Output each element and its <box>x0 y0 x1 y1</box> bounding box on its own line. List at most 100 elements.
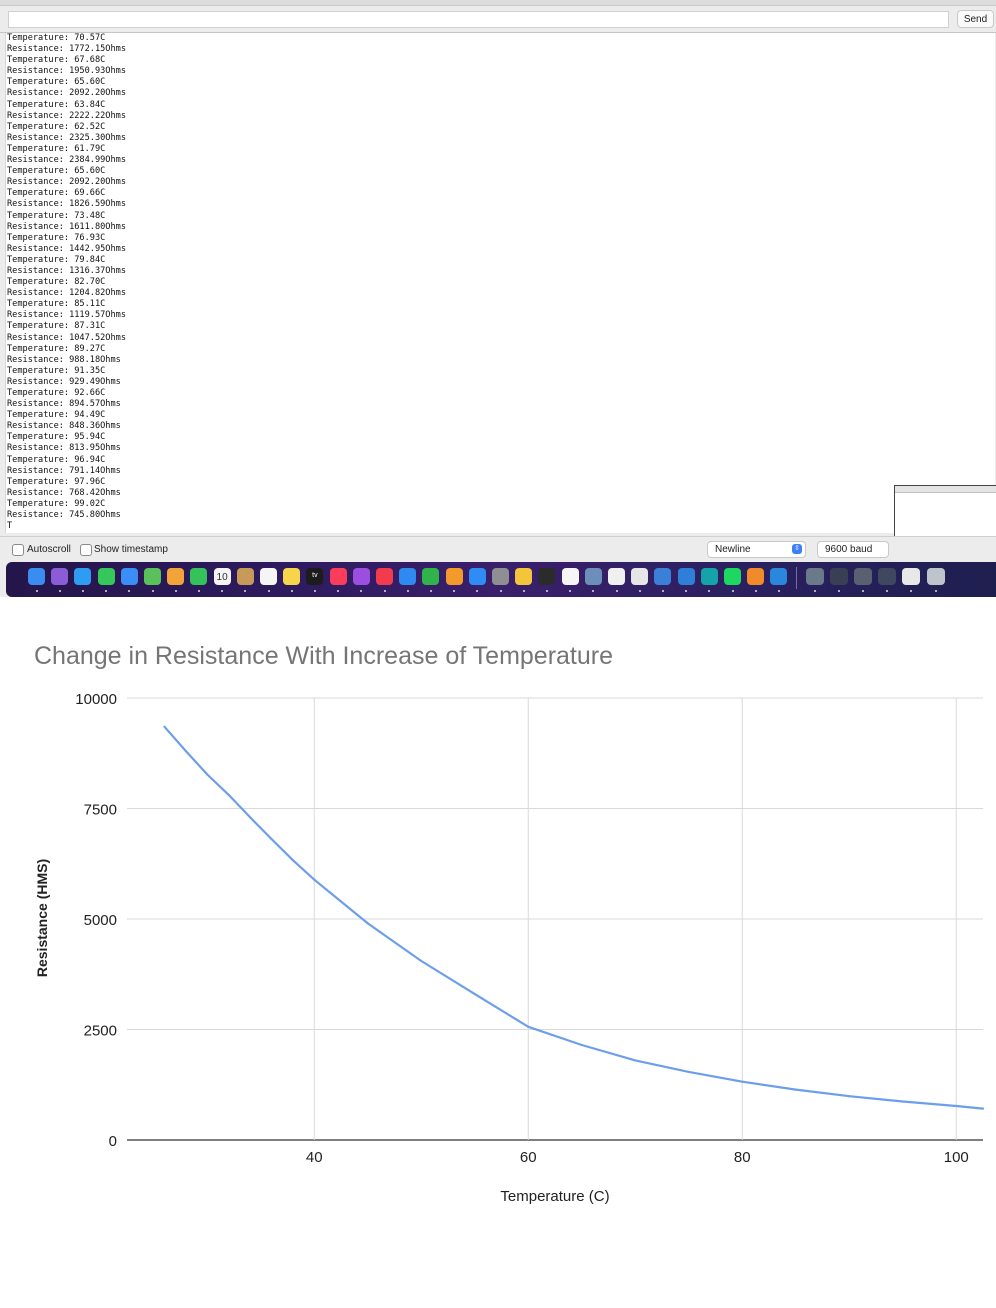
send-input[interactable] <box>8 11 949 28</box>
running-indicator <box>708 590 711 592</box>
serial-output-line: Temperature: 65.60C <box>7 166 106 177</box>
app-store-icon[interactable] <box>468 568 486 585</box>
running-indicator <box>337 590 340 592</box>
serial-output-line: Temperature: 91.35C <box>7 365 106 376</box>
calendar-day: 10 <box>216 572 228 583</box>
chart-title: Change in Resistance With Increase of Te… <box>34 642 613 670</box>
window-thumbnail-icon[interactable] <box>902 568 921 585</box>
facetime-icon[interactable] <box>190 568 208 585</box>
running-indicator <box>934 590 937 592</box>
serial-output-line: Temperature: 94.49C <box>7 410 106 421</box>
keynote-icon[interactable] <box>399 568 417 585</box>
terminal-icon[interactable] <box>538 568 556 585</box>
y-tick-label: 7500 <box>84 802 117 819</box>
running-indicator <box>453 590 456 592</box>
series-point <box>634 1059 637 1062</box>
textedit-icon[interactable] <box>608 568 625 585</box>
serial-output-line: Temperature: 99.02C <box>7 498 106 509</box>
launchpad-icon[interactable] <box>51 568 69 585</box>
notes-app-icon[interactable] <box>515 568 533 585</box>
tv-icon[interactable]: tv <box>306 568 324 585</box>
spotify-icon[interactable] <box>724 568 741 585</box>
news-icon[interactable] <box>376 568 393 585</box>
chart-svg: Change in Resistance With Increase of Te… <box>34 642 985 1205</box>
select-stepper-icon: ⇳ <box>792 544 802 554</box>
serial-output-line: Resistance: 848.36Ohms <box>7 421 121 432</box>
window-thumbnail-icon[interactable] <box>878 568 897 585</box>
github-icon[interactable] <box>561 568 579 585</box>
show-timestamp-checkbox[interactable] <box>80 544 92 556</box>
series-point <box>313 878 316 881</box>
serial-output-line: Resistance: 2384.99Ohms <box>7 155 126 166</box>
serial-output[interactable]: Temperature: 70.57C Resistance: 1772.15Oh… <box>5 33 995 533</box>
serial-output-line: Resistance: 813.95Ohms <box>7 443 121 454</box>
podcasts-icon[interactable] <box>352 568 370 585</box>
sublime-icon[interactable] <box>747 568 765 585</box>
running-indicator <box>221 590 224 592</box>
window-thumbnail-icon[interactable] <box>829 568 848 585</box>
running-indicator <box>244 590 247 592</box>
safari-icon[interactable] <box>74 568 92 585</box>
serial-output-line: Resistance: 1772.15Ohms <box>7 44 126 55</box>
running-indicator <box>313 590 316 592</box>
numbers-icon[interactable] <box>422 568 440 585</box>
photos-icon[interactable] <box>167 568 185 585</box>
series-point <box>248 816 252 819</box>
send-button[interactable]: Send <box>957 10 994 28</box>
serial-output-line: Temperature: 97.96C <box>7 476 106 487</box>
serial-output-line: Resistance: 768.42Ohms <box>7 487 121 498</box>
running-indicator <box>685 590 688 592</box>
arduino-icon[interactable] <box>700 568 718 585</box>
line-ending-value: Newline <box>715 544 751 555</box>
baud-rate-select[interactable]: 9600 baud <box>817 541 889 558</box>
y-axis-label: Resistance (HMS) <box>34 859 50 977</box>
running-indicator <box>545 590 548 592</box>
notes-icon[interactable] <box>283 568 301 585</box>
baud-rate-value: 9600 baud <box>825 544 873 555</box>
running-indicator <box>754 590 757 592</box>
y-tick-label: 10000 <box>75 691 117 708</box>
series-point <box>291 859 294 862</box>
messages-icon[interactable] <box>97 568 115 585</box>
trash-icon[interactable] <box>926 568 945 585</box>
serial-output-line: Temperature: 95.94C <box>7 432 106 443</box>
slack-icon[interactable] <box>631 568 649 585</box>
running-indicator <box>360 590 363 592</box>
running-indicator <box>886 590 889 592</box>
x-tick-label: 40 <box>306 1149 323 1166</box>
serial-output-line: Temperature: 89.27C <box>7 343 106 354</box>
series-point <box>473 993 476 996</box>
running-indicator <box>476 590 479 592</box>
line-ending-select[interactable]: Newline ⇳ <box>707 541 806 558</box>
music-icon[interactable] <box>329 568 347 585</box>
window-thumbnail-icon[interactable] <box>854 568 872 585</box>
autoscroll-checkbox[interactable] <box>12 544 24 556</box>
serial-output-line: Temperature: 62.52C <box>7 121 106 132</box>
calendar-icon[interactable]: 10 <box>213 568 231 585</box>
x-tick-label: 80 <box>734 1149 751 1166</box>
contacts-icon[interactable] <box>236 568 254 585</box>
window-titlebar <box>0 0 996 6</box>
quicktime-icon[interactable] <box>654 568 672 585</box>
x-tick-label: 60 <box>520 1149 537 1166</box>
reminders-icon[interactable] <box>260 568 277 585</box>
mail-icon[interactable] <box>120 568 138 585</box>
serial-output-line: Resistance: 1611.80Ohms <box>7 221 126 232</box>
preview-icon[interactable] <box>584 568 602 585</box>
system-preferences-icon[interactable] <box>492 568 509 585</box>
serial-output-line: Temperature: 87.31C <box>7 321 106 332</box>
maps-icon[interactable] <box>144 568 161 585</box>
series-point <box>580 1043 583 1047</box>
serial-output-line: Temperature: 65.60C <box>7 77 106 88</box>
serial-output-line: Temperature: 96.94C <box>7 454 106 465</box>
pages-icon[interactable] <box>445 568 463 585</box>
running-indicator <box>105 590 108 592</box>
thumbnail-toolbar <box>895 486 996 493</box>
vscode-blue-icon[interactable] <box>677 568 695 585</box>
series-point <box>955 1104 958 1108</box>
serial-output-line: Resistance: 1316.37Ohms <box>7 265 126 276</box>
finder-icon[interactable] <box>28 568 45 585</box>
serial-output-line: Temperature: 82.70C <box>7 277 106 288</box>
window-thumbnail-icon[interactable] <box>805 568 824 585</box>
vscode-icon[interactable] <box>770 568 788 585</box>
